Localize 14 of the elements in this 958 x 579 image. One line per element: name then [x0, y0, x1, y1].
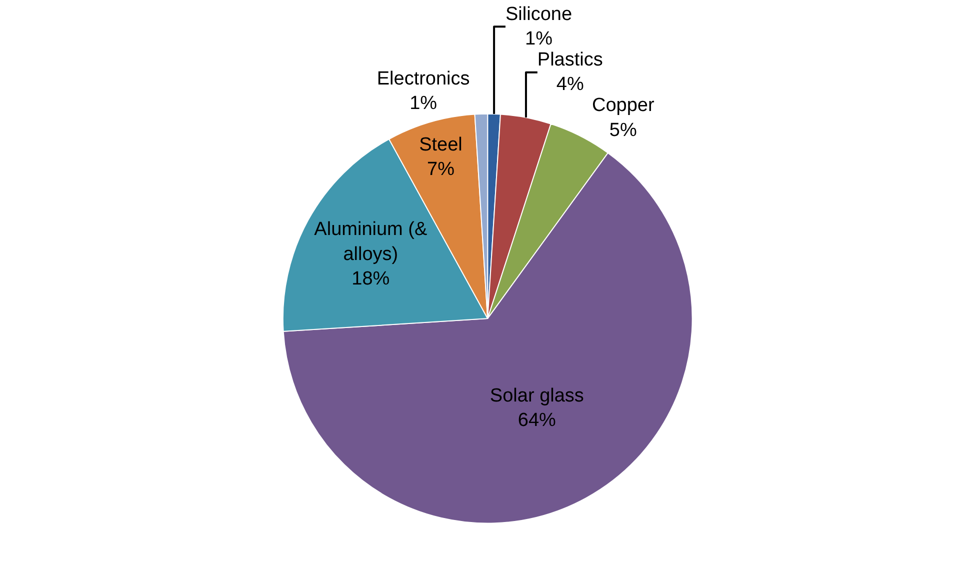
slice-label: Silicone [505, 4, 572, 25]
data-label: 4% [556, 74, 584, 96]
slice-label: Plastics [537, 49, 603, 70]
slice-label: Steel [419, 134, 462, 156]
slice-label: Aluminium (& alloys) [314, 219, 428, 265]
data-label: 7% [427, 159, 455, 180]
data-label: 18% [352, 268, 390, 290]
slice-label: Electronics [376, 68, 470, 90]
data-label: 1% [410, 92, 438, 114]
slice-label: Copper [592, 95, 655, 116]
data-label: 5% [609, 120, 637, 141]
data-label: 64% [518, 410, 556, 432]
slice-label: Solar glass [490, 385, 584, 406]
data-label: 1% [525, 28, 553, 50]
